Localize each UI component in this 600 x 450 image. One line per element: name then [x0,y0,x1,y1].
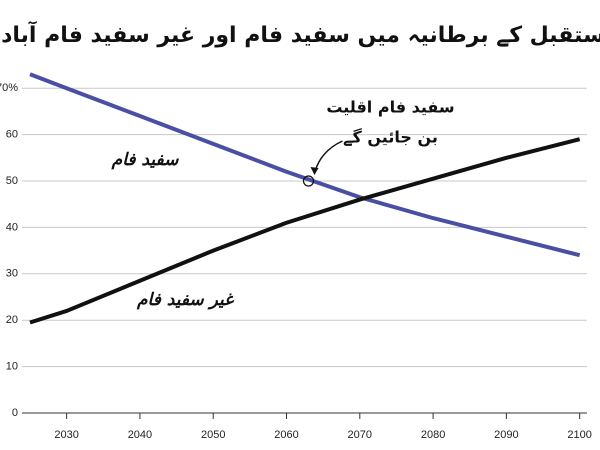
x-tick-label: 2030 [54,429,78,441]
chart-title: مستقبل کے برطانیہ میں سفید فام اور غیر س… [0,20,600,48]
x-tick-label: 2050 [201,429,225,441]
series-line [29,137,581,325]
y-tick-label: 30 [6,268,18,280]
x-tick-label: 2040 [128,429,152,441]
annotation-text: بن جائیں گے [343,128,438,147]
x-tick-label: 2070 [348,429,372,441]
series-line [29,72,581,258]
annotation-marker [302,175,315,187]
y-tick-label: 10 [6,361,18,373]
x-tick-label: 2100 [567,429,591,441]
y-tick-label: 40 [6,221,18,233]
y-tick-label: 70% [0,82,18,94]
x-tick-label: 2060 [274,429,298,441]
x-tick-label: 2080 [421,429,445,441]
x-tick-label: 2090 [494,429,518,441]
series-label: سفید فام [111,150,179,170]
y-tick-label: 50 [6,175,18,187]
y-tick-label: 20 [6,314,18,326]
annotation-text: سفید فام اقلیت [326,98,454,117]
y-tick-label: 0 [12,407,18,419]
y-tick-label: 60 [6,129,18,141]
annotation-arrowhead [310,167,319,175]
series-label: غیر سفید فام [136,290,235,310]
annotation-arrow [313,140,343,174]
